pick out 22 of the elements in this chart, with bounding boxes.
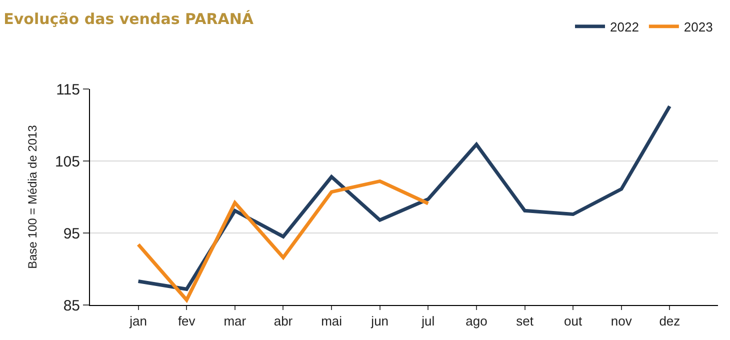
x-tick-label: nov — [610, 314, 632, 329]
x-tick-label: abr — [274, 314, 294, 329]
y-tick-label: 95 — [63, 225, 80, 242]
x-tick-label: out — [564, 314, 582, 329]
x-tick-label: jun — [370, 314, 389, 329]
x-tick-label: mar — [224, 314, 247, 329]
x-tick-label: set — [516, 314, 534, 329]
x-tick-label: dez — [659, 314, 680, 329]
chart-title: Evolução das vendas PARANÁ — [4, 10, 254, 28]
y-tick-label: 105 — [54, 153, 80, 170]
legend-label: 2023 — [684, 20, 713, 34]
x-tick-label: fev — [178, 314, 196, 329]
x-tick-label: jan — [128, 314, 147, 329]
x-tick-label: jul — [420, 314, 435, 329]
line-series — [136, 179, 430, 302]
y-tick-label: 115 — [56, 81, 80, 98]
y-tick-label: 85 — [63, 297, 80, 314]
line-series — [136, 104, 672, 291]
y-axis-title: Base 100 = Média de 2013 — [25, 124, 40, 269]
x-tick-label: ago — [466, 314, 488, 329]
x-tick-label: mai — [321, 314, 342, 329]
legend-label: 2022 — [610, 20, 639, 34]
